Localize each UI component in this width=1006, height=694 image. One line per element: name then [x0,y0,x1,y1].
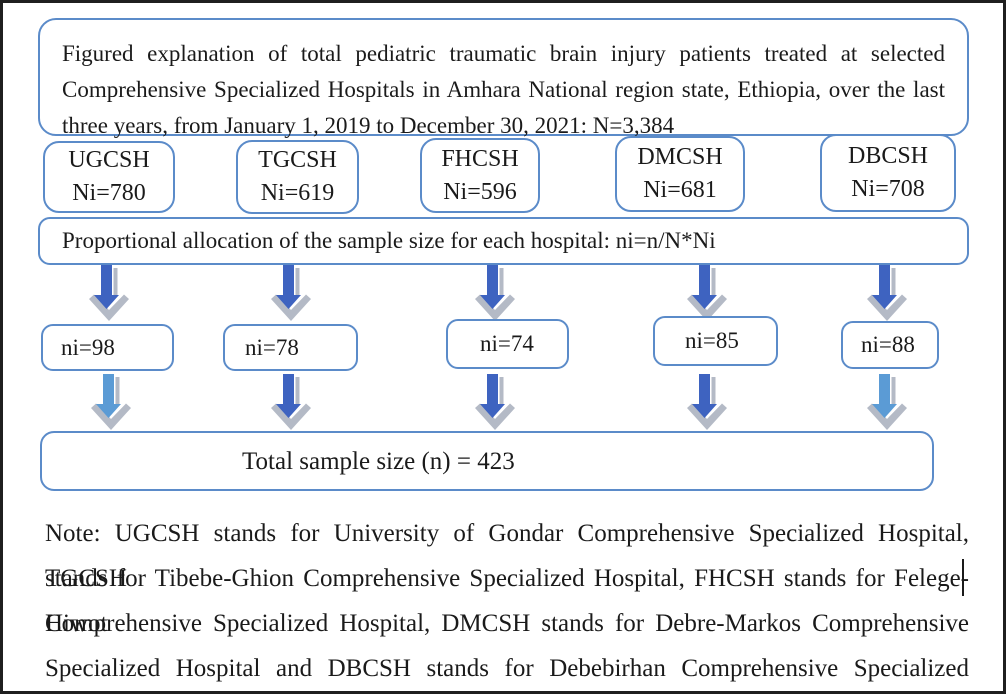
title-box: Figured explanation of total pediatric t… [38,18,969,138]
title-line-1: Figured explanation of total pediatric t… [62,41,945,66]
title-line-2: Comprehensive Specialized Hospitals in A… [62,77,945,102]
hospital-population: Ni=619 [260,180,335,206]
sample-box-ugcsh: ni=98 [41,324,174,371]
down-arrow-icon [475,265,515,321]
note-paragraph: Note: UGCSH stands for University of Gon… [45,511,969,691]
down-arrow-icon [687,374,727,430]
down-arrow-icon [271,374,311,430]
note-line-2: stands for Tibebe-Ghion Comprehensive Sp… [45,565,969,637]
sample-box-fhcsh: ni=74 [446,319,569,369]
hospital-population: Ni=596 [443,178,517,205]
down-arrow-icon [867,374,907,430]
hospital-box-tgcsh: TGCSH Ni=619 [236,140,359,214]
note-line-3: Comprehensive Specialized Hospital, DMCS… [45,610,969,637]
sample-box-tgcsh: ni=78 [223,324,358,371]
text-cursor [962,559,964,596]
hospital-box-dbcsh: DBCSH Ni=708 [820,134,956,212]
sample-size: ni=88 [861,332,915,357]
sample-size: ni=78 [245,334,299,360]
sample-size: ni=98 [61,334,115,360]
down-arrow-icon [91,374,131,430]
down-arrow-icon [271,265,311,321]
allocation-text: Proportional allocation of the sample si… [62,228,716,253]
hospital-population: Ni=681 [643,177,717,203]
hospital-box-ugcsh: UGCSH Ni=780 [43,141,175,213]
hospital-abbr: TGCSH [258,147,337,173]
note-line-1: Note: UGCSH stands for University of Gon… [45,520,969,592]
hospital-box-fhcsh: FHCSH Ni=596 [420,138,540,213]
allocation-box: Proportional allocation of the sample si… [38,217,969,265]
hospital-abbr: FHCSH [441,145,519,172]
down-arrow-icon [89,265,129,321]
down-arrow-icon [867,265,907,321]
sample-size: ni=85 [685,328,739,353]
hospital-population: Ni=708 [851,176,925,202]
hospital-abbr: DBCSH [847,143,929,169]
hospital-box-dmcsh: DMCSH Ni=681 [615,136,745,212]
down-arrow-icon [475,374,515,430]
down-arrow-icon [687,265,727,321]
sample-size: ni=74 [480,331,534,356]
title-line-3: three years, from January 1, 2019 to Dec… [62,113,675,138]
sample-box-dmcsh: ni=85 [653,316,778,366]
note-line-4: Specialized Hospital and DBCSH stands fo… [45,655,969,682]
hospital-abbr: DMCSH [637,144,723,170]
total-sample-text: Total sample size (n) = 423 [242,448,515,475]
hospital-population: Ni=780 [72,180,146,206]
total-sample-box: Total sample size (n) = 423 [40,431,934,491]
sample-box-dbcsh: ni=88 [841,321,939,369]
hospital-abbr: UGCSH [68,147,150,173]
